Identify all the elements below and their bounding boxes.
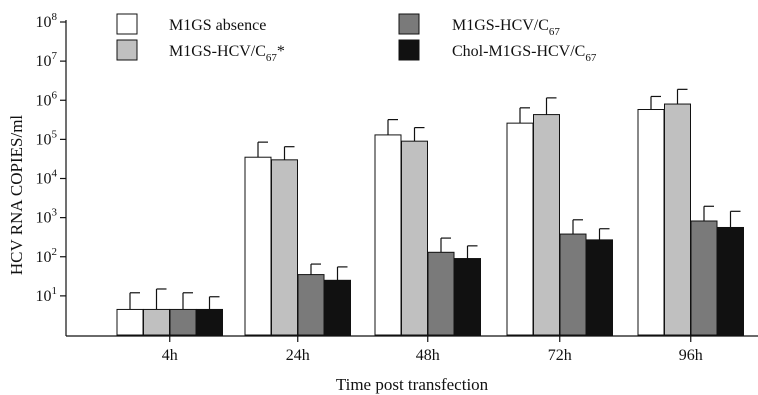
bar [664,103,691,336]
legend-entry-label: M1GS absence [169,17,266,34]
legend-swatch [116,13,138,35]
bar [143,308,170,336]
y-tick-label: 108 [36,11,58,31]
bar [169,308,197,336]
bar [506,122,534,336]
bar [637,109,665,336]
axes-layer: 101 102 103 104 105 106 107 108 4h 24h 48h 72h 96h [36,11,758,364]
bar [244,156,272,336]
bar [196,308,223,336]
bar [374,134,402,336]
y-tick-label: 102 [36,246,58,266]
y-tick-label: 105 [36,128,58,148]
x-tick-label: 96h [679,347,703,364]
bar [559,233,587,336]
x-tick-label: 24h [286,347,310,364]
legend-swatch [116,39,138,61]
legend-swatch [398,13,420,35]
bars-layer [116,88,744,336]
legend: M1GS absence M1GS-HCV/C67* M1GS-HCV/C67 Cho… [116,13,597,64]
y-tick-label: 106 [36,89,58,109]
bar [116,308,144,336]
bar [297,274,325,336]
y-axis-title: HCV RNA COPIES/ml [7,115,26,276]
x-axis-title: Time post transfection [336,375,489,394]
y-tick-label: 107 [36,50,58,70]
x-tick-label: 48h [416,347,440,364]
bar [427,251,455,336]
legend-entry-label: M1GS-HCV/C67 [452,17,560,38]
y-tick-label: 103 [36,207,58,227]
legend-entry-label: M1GS-HCV/C67* [169,43,285,64]
bar [533,114,560,336]
legend-swatch [398,39,420,61]
x-tick-label: 72h [548,347,572,364]
bar [586,239,613,336]
bar [454,258,481,336]
bar [324,279,351,336]
legend-entry-label: Chol-M1GS-HCV/C67 [452,43,597,64]
bar [271,159,298,336]
y-tick-label: 101 [36,285,58,305]
bar [690,220,718,336]
bar [717,226,744,336]
bar [401,140,428,336]
x-tick-label: 4h [162,347,178,364]
y-tick-label: 104 [36,168,58,188]
